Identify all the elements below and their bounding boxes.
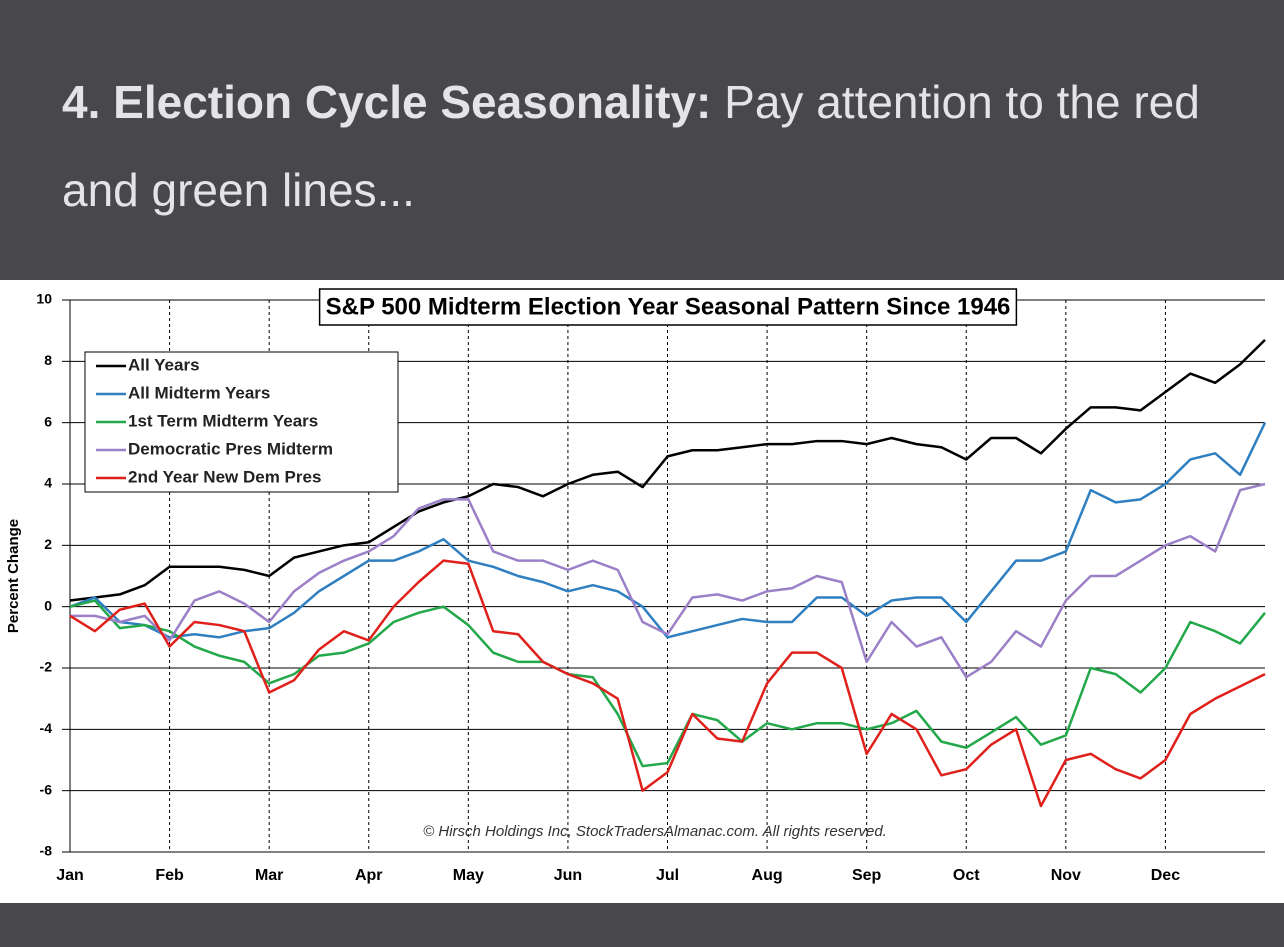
header-rest: Pay attention to the red and green lines… <box>62 76 1200 216</box>
legend-label: Democratic Pres Midterm <box>128 439 333 458</box>
y-tick-label: -6 <box>40 781 53 797</box>
chart-title: S&P 500 Midterm Election Year Seasonal P… <box>326 293 1011 320</box>
x-tick-label: Sep <box>852 867 882 884</box>
y-tick-label: -2 <box>40 659 53 675</box>
header-bold: 4. Election Cycle Seasonality: <box>62 76 712 128</box>
y-tick-label: 8 <box>44 352 52 368</box>
x-tick-label: Jun <box>554 867 582 884</box>
x-tick-label: Apr <box>355 867 383 884</box>
annotation: © Hirsch Holdings Inc, StockTradersAlman… <box>423 823 887 840</box>
legend-label: All Years <box>128 355 200 374</box>
y-tick-label: -8 <box>40 843 53 859</box>
legend-label: All Midterm Years <box>128 383 270 402</box>
legend: All Years All Midterm Years 1st Term Midte… <box>84 351 399 493</box>
y-tick-label: -4 <box>40 720 53 736</box>
x-tick-label: Dec <box>1151 867 1180 884</box>
x-tick-label: Jul <box>656 867 679 884</box>
x-tick-label: May <box>453 867 484 884</box>
title-group: S&P 500 Midterm Election Year Seasonal P… <box>318 288 1018 326</box>
y-tick-label: 10 <box>36 291 52 307</box>
series-line <box>69 338 1266 602</box>
x-tick-label: Aug <box>752 867 783 884</box>
x-tick-label: Feb <box>155 867 184 884</box>
y-tick-label: 6 <box>44 413 52 429</box>
series-line <box>69 559 1266 808</box>
legend-box <box>84 351 399 493</box>
chart: -8 -6 -4 -2 0 2 4 6 8 10 Jan Feb Mar Apr May Jun Jul Aug S… <box>0 280 1284 903</box>
y-tick-label: 0 <box>44 597 52 613</box>
legend-label: 2nd Year New Dem Pres <box>128 467 321 486</box>
x-tick-label: Nov <box>1051 867 1081 884</box>
legend-label: 1st Term Midterm Years <box>128 411 318 430</box>
header-text: 4. Election Cycle Seasonality: Pay atten… <box>62 58 1232 234</box>
y-tick-label: 2 <box>44 536 52 552</box>
y-tick-label: 4 <box>44 475 52 491</box>
header: 4. Election Cycle Seasonality: Pay atten… <box>0 0 1284 280</box>
x-tick-label: Oct <box>953 867 980 884</box>
series-line <box>69 599 1266 768</box>
series-line <box>70 482 1266 679</box>
y-axis-label: Percent Change <box>5 519 22 633</box>
x-tick-label: Jan <box>56 867 84 884</box>
title-box <box>318 288 1018 326</box>
x-tick-label: Mar <box>255 867 283 884</box>
series-line <box>69 422 1267 639</box>
